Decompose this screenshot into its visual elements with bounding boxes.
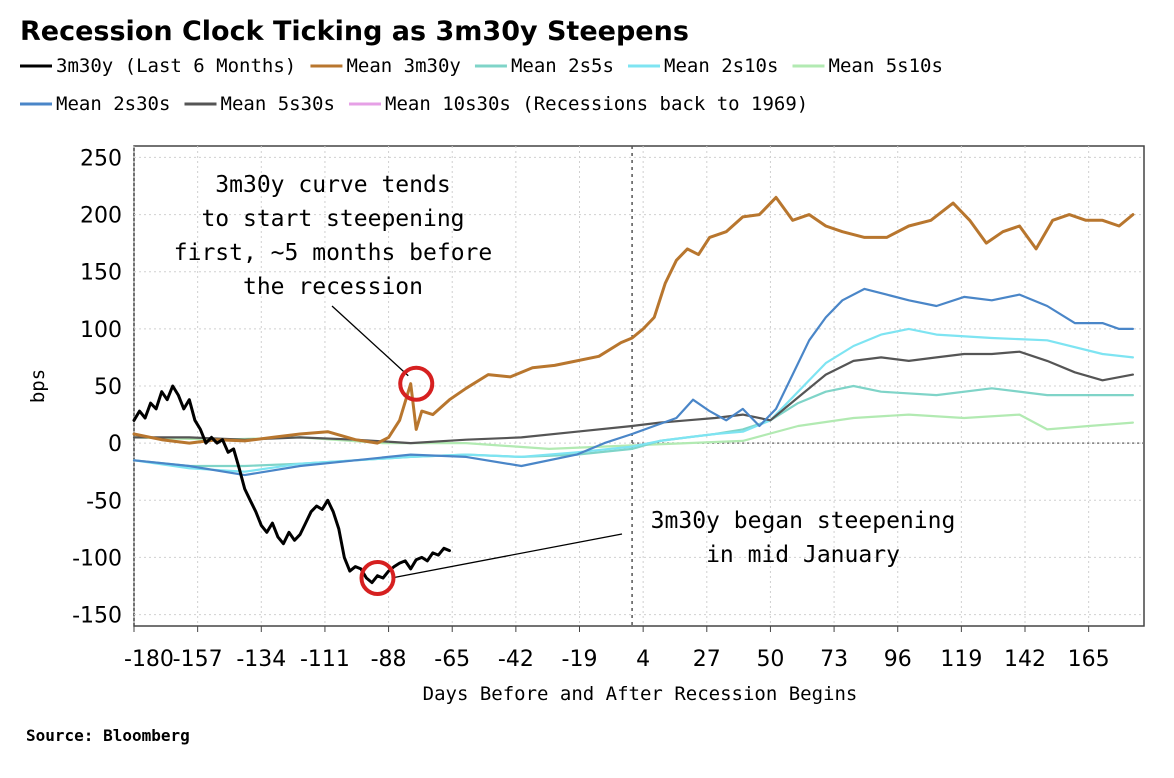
chart-title: Recession Clock Ticking as 3m30y Steepen… xyxy=(20,16,689,47)
x-tick-label: -134 xyxy=(236,647,286,672)
x-tick-label: -157 xyxy=(173,647,223,672)
x-tick-label: -19 xyxy=(562,647,598,672)
legend-label: Mean 10s30s (Recessions back to 1969) xyxy=(385,93,808,115)
legend-label: Mean 5s10s xyxy=(829,55,943,77)
x-tick-label: 142 xyxy=(1004,647,1046,672)
annotation-1-leader xyxy=(331,305,409,377)
x-tick-label: 73 xyxy=(820,647,848,672)
x-tick-label: -180 xyxy=(124,647,174,672)
annotation-1-highlight-circle xyxy=(398,365,435,402)
annotation-1-line: the recession xyxy=(243,274,423,300)
x-tick-label: -88 xyxy=(371,647,407,672)
y-tick-label: 100 xyxy=(80,318,122,343)
annotation-1-line: 3m30y curve tends xyxy=(215,172,450,198)
y-tick-label: -50 xyxy=(86,489,122,514)
y-axis-ticks: -150 -100 -50 0 50 100 150 200 250 xyxy=(72,146,122,628)
x-tick-label: -42 xyxy=(498,647,534,672)
y-tick-label: -100 xyxy=(72,546,122,571)
x-tick-label: -65 xyxy=(434,647,470,672)
y-tick-label: 200 xyxy=(80,204,122,229)
annotation-2-highlight-circle xyxy=(359,560,396,596)
x-tick-label: 96 xyxy=(884,647,912,672)
annotation-2-leader xyxy=(391,533,623,579)
series-group xyxy=(132,195,1135,585)
legend-label: Mean 5s30s xyxy=(221,93,335,115)
series-line-mean-5s30s xyxy=(132,350,1135,445)
legend-label: Mean 2s10s xyxy=(664,55,778,77)
legend-label: 3m30y (Last 6 Months) xyxy=(56,55,296,77)
legend-label: Mean 2s30s xyxy=(56,93,170,115)
series-line-mean-3m30y xyxy=(132,195,1135,445)
x-tick-label: 27 xyxy=(693,647,721,672)
legend-label: Mean 2s5s xyxy=(511,55,614,77)
source-note: Source: Bloomberg xyxy=(26,726,190,745)
x-axis-label: Days Before and After Recession Begins xyxy=(423,683,858,705)
x-tick-label: 165 xyxy=(1068,647,1110,672)
y-tick-label: 250 xyxy=(80,146,122,171)
y-tick-label: 150 xyxy=(80,261,122,286)
y-axis-label: bps xyxy=(27,369,49,403)
annotation-1-line: to start steepening xyxy=(201,206,464,232)
legend: 3m30y (Last 6 Months) Mean 3m30y Mean 2s5s… xyxy=(20,55,943,115)
series-line-mean-2s10s xyxy=(132,327,1135,473)
annotation-2-line: in mid January xyxy=(706,542,900,568)
x-axis-ticks: -180-157 -134 -111 -88 -65 -42 -19 4 27 50 73 96 119… xyxy=(124,626,1110,672)
y-tick-label: 50 xyxy=(94,375,122,400)
y-tick-label: 0 xyxy=(108,432,122,457)
y-tick-label: -150 xyxy=(72,604,122,629)
series-line-3m30y-last-6-months xyxy=(132,384,451,585)
x-tick-label: 119 xyxy=(940,647,982,672)
x-tick-label: -111 xyxy=(300,647,350,672)
grid xyxy=(133,146,1144,626)
x-tick-label: 50 xyxy=(756,647,784,672)
x-tick-label: 4 xyxy=(636,647,650,672)
annotation-2-line: 3m30y began steepening xyxy=(651,508,956,534)
series-line-mean-2s30s xyxy=(132,287,1135,477)
legend-label: Mean 3m30y xyxy=(346,55,460,77)
annotations: 3m30y curve tends to start steepening firs… xyxy=(174,172,956,596)
annotation-1-line: first, ~5 months before xyxy=(174,240,493,266)
